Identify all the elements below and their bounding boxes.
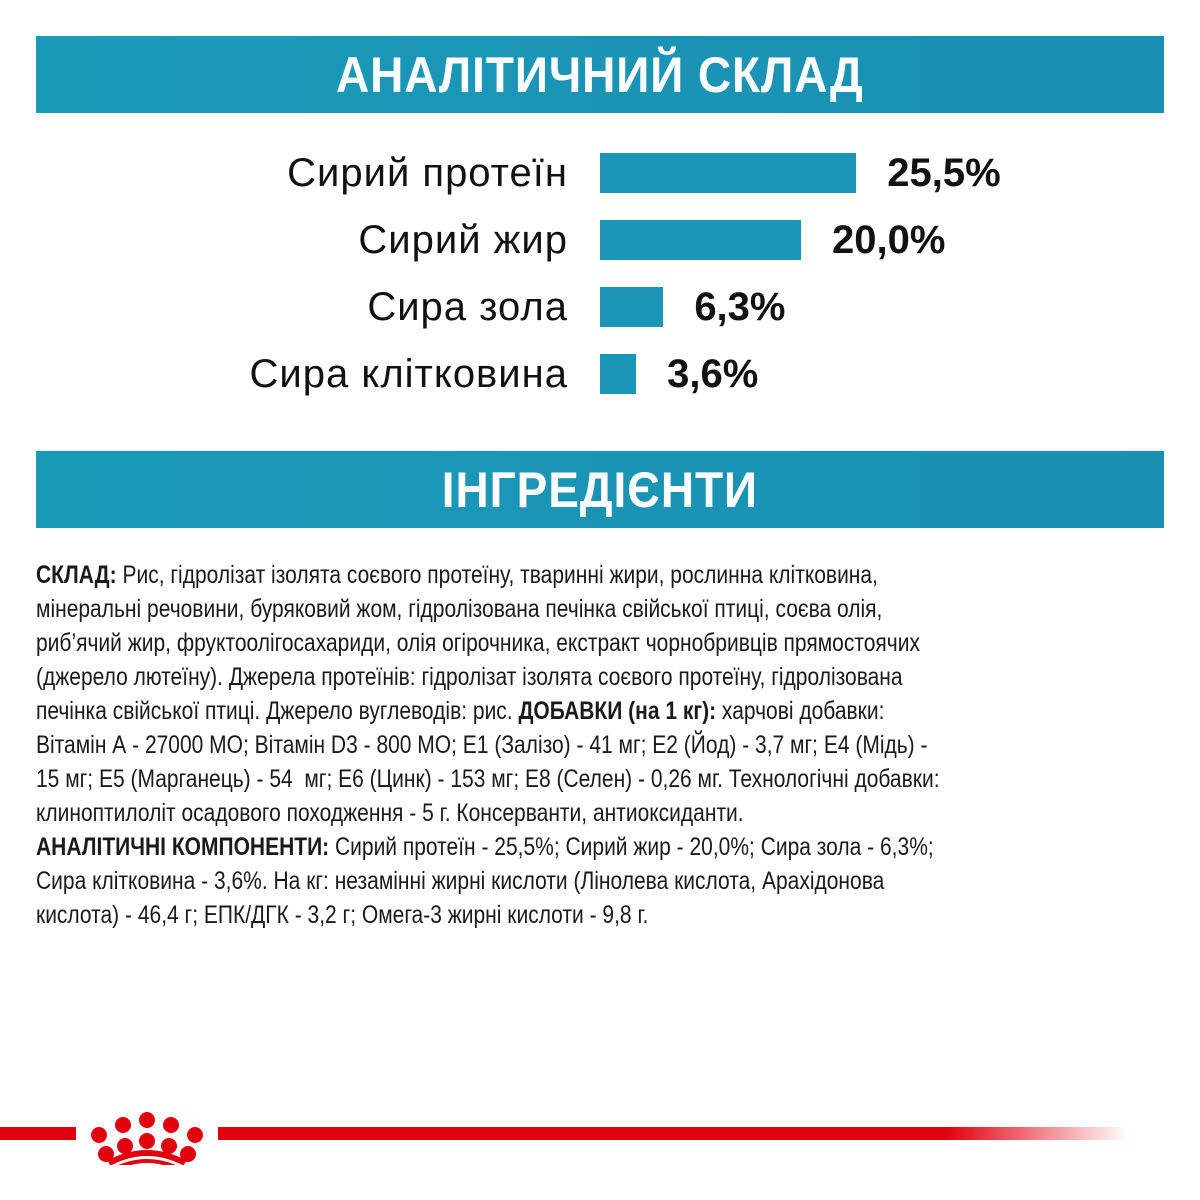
ingredients-segment: печінка свійської птиці. Джерело вуглево… bbox=[36, 697, 519, 725]
ingredients-segment: мінеральні речовини, буряковий жом, гідр… bbox=[36, 595, 883, 623]
ingredients-segment: Вітамін А - 27000 МО; Вітамін D3 - 800 М… bbox=[36, 731, 928, 759]
ingredients-line: риб’ячий жир, фруктоолігосахариди, олія … bbox=[36, 626, 1128, 660]
brand-stripe-right bbox=[218, 1127, 1128, 1140]
ingredients-line: мінеральні речовини, буряковий жом, гідр… bbox=[36, 592, 1128, 626]
analysis-row: Сира клітковина 3,6% bbox=[0, 352, 1200, 396]
nutrient-bar bbox=[600, 287, 664, 327]
nutrient-value: 3,6% bbox=[667, 352, 759, 396]
nutrient-label: Сира клітковина bbox=[249, 352, 568, 396]
nutrient-label: Сира зола bbox=[367, 285, 568, 329]
ingredients-segment: Сира клітковина - 3,6%. На кг: незамінні… bbox=[36, 867, 885, 895]
section-label: АНАЛІТИЧНІ КОМПОНЕНТИ: bbox=[36, 833, 330, 861]
ingredients-line: АНАЛІТИЧНІ КОМПОНЕНТИ: Сирий протеїн - 2… bbox=[36, 830, 1128, 864]
ingredients-segment: харчові добавки: bbox=[716, 697, 885, 725]
nutrient-value: 6,3% bbox=[694, 285, 786, 329]
section-label: СКЛАД: bbox=[36, 561, 117, 589]
ingredients-segment: Сирий протеїн - 25,5%; Сирий жир - 20,0%… bbox=[329, 833, 934, 861]
ingredients-line: кислота) - 46,4 г; ЕПК/ДГК - 3,2 г; Омег… bbox=[36, 898, 1128, 932]
ingredients-segment: клиноптилоліт осадового походження - 5 г… bbox=[36, 799, 744, 827]
ingredients-line: 15 мг; E5 (Марганець) - 54 мг; E6 (Цинк)… bbox=[36, 762, 1128, 796]
brand-stripe-left bbox=[0, 1127, 76, 1140]
nutrient-bar bbox=[600, 220, 801, 260]
ingredients-header: ІНГРЕДІЄНТИ bbox=[36, 451, 1164, 528]
crown-logo-icon bbox=[91, 1112, 203, 1165]
analysis-title: АНАЛІТИЧНИЙ СКЛАД bbox=[336, 46, 864, 103]
ingredients-segment: Рис, гідролізат ізолята соєвого протеїну… bbox=[116, 561, 878, 589]
nutrient-label: Сирий жир bbox=[358, 218, 568, 262]
ingredients-segment: риб’ячий жир, фруктоолігосахариди, олія … bbox=[36, 629, 920, 657]
nutrient-bar bbox=[600, 153, 857, 193]
ingredients-line: Вітамін А - 27000 МО; Вітамін D3 - 800 М… bbox=[36, 728, 1128, 762]
nutrient-value: 20,0% bbox=[832, 218, 946, 262]
ingredients-line: Сира клітковина - 3,6%. На кг: незамінні… bbox=[36, 864, 1128, 898]
nutrient-bar bbox=[600, 354, 637, 394]
ingredients-text: СКЛАД: Рис, гідролізат ізолята соєвого п… bbox=[36, 558, 1128, 932]
analysis-row: Сирий протеїн 25,5% bbox=[0, 151, 1200, 195]
ingredients-segment: кислота) - 46,4 г; ЕПК/ДГК - 3,2 г; Омег… bbox=[36, 901, 649, 929]
ingredients-line: (джерело лютеїну). Джерела протеїнів: гі… bbox=[36, 660, 1128, 694]
ingredients-segment: 15 мг; E5 (Марганець) - 54 мг; E6 (Цинк)… bbox=[36, 765, 940, 793]
nutrient-value: 25,5% bbox=[887, 151, 1001, 195]
ingredients-line: СКЛАД: Рис, гідролізат ізолята соєвого п… bbox=[36, 558, 1128, 592]
analysis-header: АНАЛІТИЧНИЙ СКЛАД bbox=[36, 36, 1164, 113]
ingredients-line: печінка свійської птиці. Джерело вуглево… bbox=[36, 694, 1128, 728]
analysis-row: Сира зола 6,3% bbox=[0, 285, 1200, 329]
nutrient-label: Сирий протеїн bbox=[287, 151, 568, 195]
analysis-row: Сирий жир 20,0% bbox=[0, 218, 1200, 262]
ingredients-segment: (джерело лютеїну). Джерела протеїнів: гі… bbox=[36, 663, 903, 691]
section-label: ДОБАВКИ (на 1 кг): bbox=[518, 697, 717, 725]
ingredients-title: ІНГРЕДІЄНТИ bbox=[441, 461, 759, 518]
ingredients-line: клиноптилоліт осадового походження - 5 г… bbox=[36, 796, 1128, 830]
